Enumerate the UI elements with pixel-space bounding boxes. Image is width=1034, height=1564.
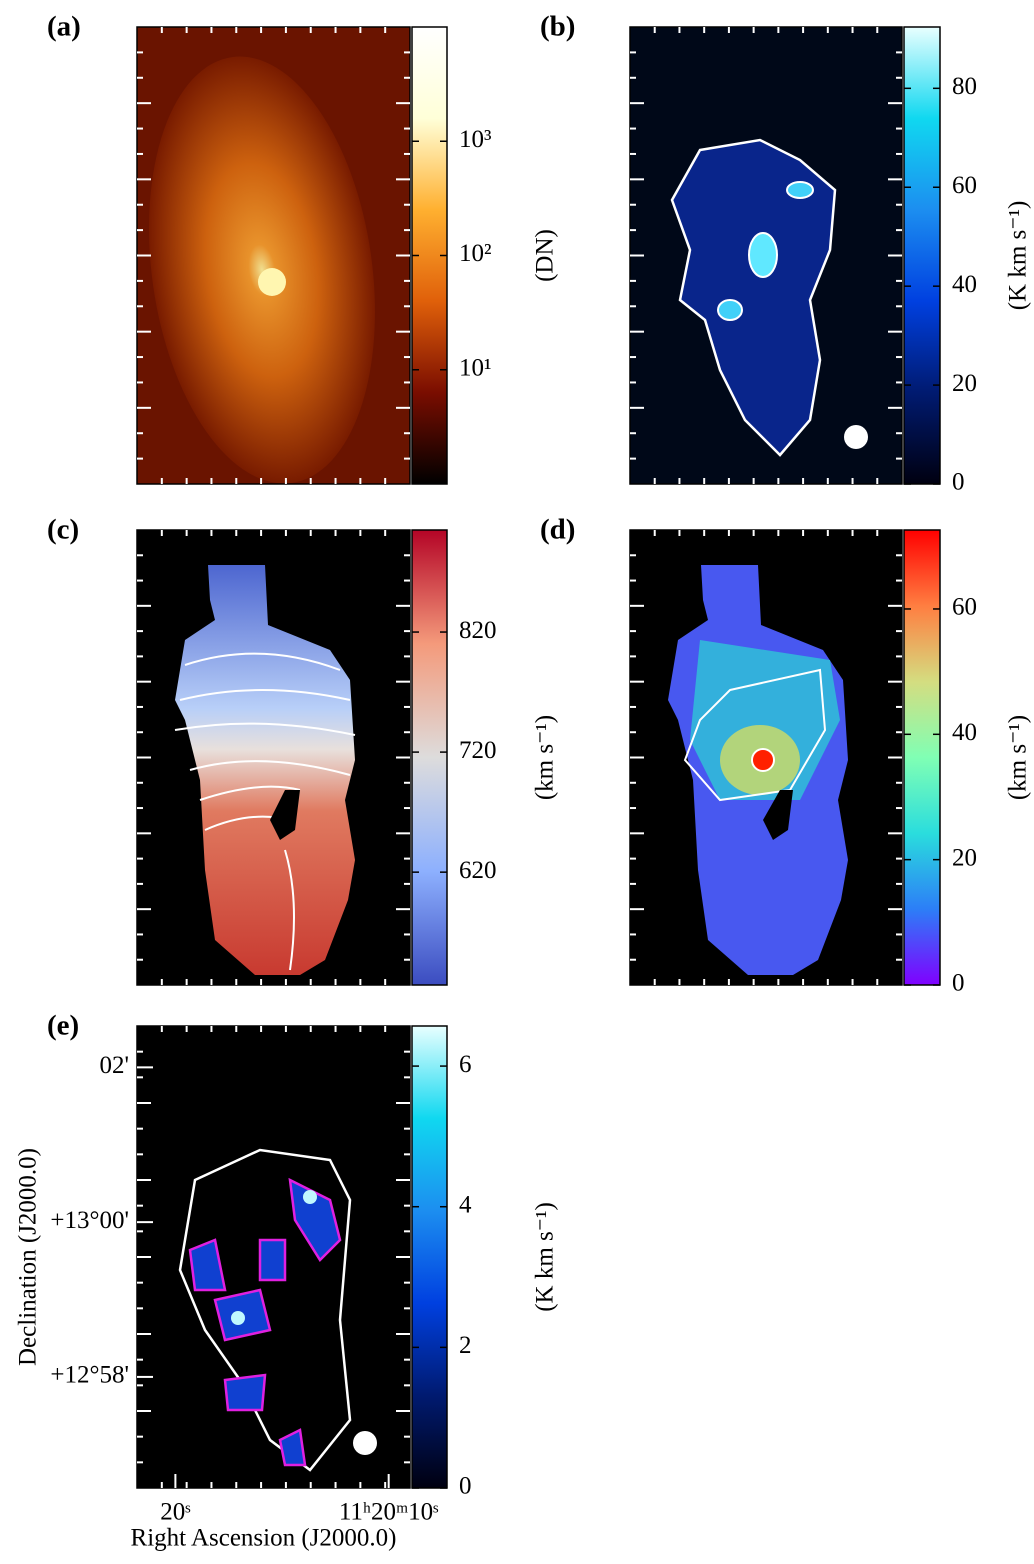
colorbar-tick-label: 20 <box>952 370 977 397</box>
colorbar-tick-label: 80 <box>952 73 977 100</box>
contour <box>670 138 837 457</box>
colorbar-tick-label: 60 <box>952 172 977 199</box>
colorbar-label: (K km s⁻¹) <box>1005 201 1032 311</box>
beam <box>844 425 868 449</box>
colorbar-label: (km s⁻¹) <box>1005 715 1032 800</box>
colorbar-tick-label: 0 <box>459 1473 472 1500</box>
colorbar-tick-label: 0 <box>952 970 965 997</box>
panel-label: (e) <box>47 1010 79 1042</box>
colorbar <box>903 26 941 485</box>
colorbar-tick-label: 4 <box>459 1191 472 1218</box>
colorbar-tick-label: 0 <box>952 469 965 496</box>
core <box>258 268 286 296</box>
galaxy <box>149 56 375 484</box>
colorbar-tick-label: 20 <box>952 844 977 871</box>
colorbar-tick-label: 10¹ <box>459 354 492 381</box>
co-emission <box>188 1177 342 1467</box>
contour <box>683 668 827 802</box>
colorbar-tick-label: 2 <box>459 1332 472 1359</box>
peak <box>751 748 775 772</box>
peak <box>717 299 743 321</box>
colorbar-tick-label: 40 <box>952 719 977 746</box>
peak <box>748 232 778 278</box>
velocity-field <box>175 565 355 975</box>
colorbar <box>411 1025 448 1489</box>
colorbar-tick-label: 820 <box>459 617 497 644</box>
hole <box>270 790 300 840</box>
beam <box>353 1431 377 1455</box>
contour <box>178 1148 352 1472</box>
colorbar <box>903 529 941 986</box>
colorbar-label: (km s⁻¹) <box>532 715 559 800</box>
colorbar-label: (K km s⁻¹) <box>532 1202 559 1312</box>
images <box>137 27 902 1488</box>
emission <box>672 140 835 455</box>
x-tick-label: 11ʰ20ᵐ10ˢ <box>339 1499 439 1526</box>
y-tick-label: 02' <box>99 1052 129 1079</box>
y-tick-label: +12°58' <box>50 1362 129 1389</box>
peak <box>786 181 814 199</box>
panel-label: (c) <box>47 514 79 546</box>
colorbar-tick-label: 6 <box>459 1051 472 1078</box>
peak <box>303 1190 317 1204</box>
colorbar-label: (DN) <box>532 229 559 282</box>
colorbar-tick-label: 10³ <box>459 126 492 153</box>
peak <box>231 1311 245 1325</box>
panel-label: (a) <box>47 11 81 43</box>
y-tick-label: +13°00' <box>50 1207 129 1234</box>
colorbar-tick-label: 60 <box>952 594 977 621</box>
x-tick-label: 20ˢ <box>160 1499 190 1526</box>
colorbar-tick-label: 620 <box>459 857 497 884</box>
panel-label: (d) <box>540 514 575 546</box>
colorbar <box>411 529 448 986</box>
colorbar-tick-label: 10² <box>459 240 492 267</box>
panel-label: (b) <box>540 11 575 43</box>
iso-velocity <box>174 652 356 971</box>
colorbar-tick-label: 40 <box>952 271 977 298</box>
y-axis-label: Declination (J2000.0) <box>15 1148 42 1366</box>
x-axis-label: Right Ascension (J2000.0) <box>131 1525 397 1552</box>
colorbar-tick-label: 720 <box>459 737 497 764</box>
hole <box>763 790 793 840</box>
